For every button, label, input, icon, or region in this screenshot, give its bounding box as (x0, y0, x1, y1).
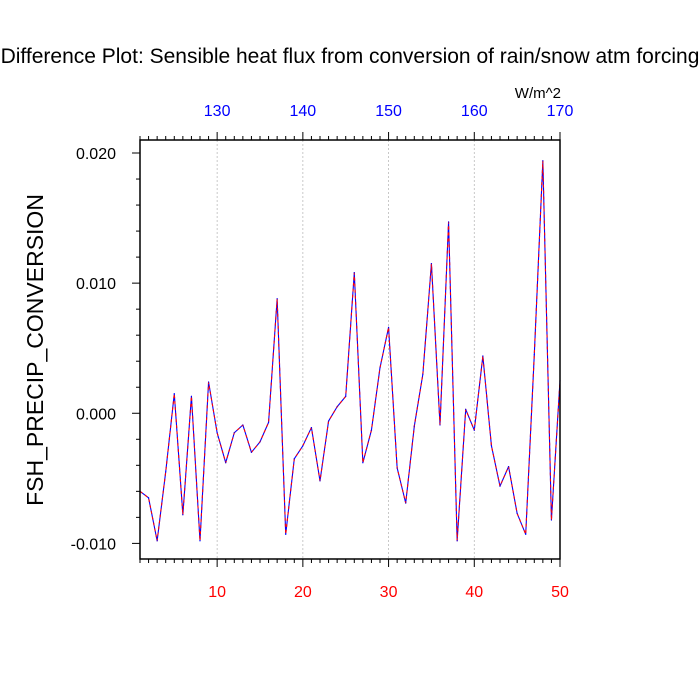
top-tick-label: 170 (547, 103, 574, 120)
data-point (327, 420, 330, 422)
x-tick-label: 20 (294, 584, 312, 601)
data-point (482, 355, 484, 357)
data-point (285, 533, 287, 535)
data-point (207, 381, 210, 383)
data-point (242, 424, 244, 426)
data-point (310, 426, 313, 429)
data-point (319, 480, 321, 482)
data-point (173, 393, 175, 395)
data-point (293, 458, 295, 460)
data-point (430, 263, 433, 265)
data-point (387, 326, 390, 328)
data-point (302, 445, 304, 447)
data-point (216, 432, 218, 434)
data-point (233, 432, 235, 434)
data-point (276, 298, 278, 300)
data-point (456, 540, 458, 542)
data-point (182, 514, 184, 516)
data-point (190, 395, 193, 397)
series-line-dashed (139, 160, 561, 542)
top-axis-units: W/m^2 (515, 85, 561, 102)
data-point (396, 467, 398, 469)
data-point (516, 512, 518, 515)
data-point (345, 395, 347, 397)
y-tick-label: -0.010 (71, 536, 116, 553)
data-point (499, 485, 501, 487)
data-point (199, 540, 201, 542)
y-tick-label: 0.000 (76, 406, 116, 423)
y-tick-label: 0.020 (76, 146, 116, 163)
gridlines (216, 140, 561, 559)
top-tick-label: 130 (204, 103, 231, 120)
data-point (362, 462, 364, 464)
x-tick-label: 30 (380, 584, 398, 601)
data-point (156, 540, 158, 542)
data-point (353, 272, 355, 274)
data-point (422, 373, 424, 375)
chart-title: Difference Plot: Sensible heat flux from… (1, 45, 700, 68)
top-tick-label: 150 (375, 103, 402, 120)
top-tick-label: 140 (290, 103, 317, 120)
data-point (473, 429, 475, 431)
data-point (225, 462, 227, 464)
data-point (379, 367, 381, 369)
data-point (336, 406, 338, 408)
data-point (550, 519, 553, 521)
data-point (147, 497, 150, 499)
data-point (439, 424, 441, 426)
top-tick-label: 160 (461, 103, 488, 120)
x-tick-label: 10 (208, 584, 226, 601)
plot-frame (139, 139, 561, 560)
data-point (542, 160, 544, 162)
data-point (267, 421, 270, 423)
y-tick-label: 0.010 (76, 276, 116, 293)
data-point (259, 441, 261, 443)
data-point (165, 471, 167, 473)
data-point (447, 221, 450, 223)
series-group (139, 160, 561, 542)
data-point (533, 354, 535, 356)
x-tick-label: 40 (465, 584, 483, 601)
axes: 10 20 30 40 50 130 140 150 160 170 -0.010 0.000 0.01… (71, 103, 574, 601)
data-point (250, 451, 253, 453)
data-point (490, 445, 493, 447)
data-point (413, 425, 415, 427)
data-point (370, 429, 373, 431)
data-point (405, 502, 407, 504)
y-axis-label: FSH_PRECIP_CONVERSION (22, 194, 48, 506)
data-point (507, 466, 510, 468)
x-tick-label: 50 (551, 584, 569, 601)
data-point (465, 408, 467, 410)
data-point (525, 533, 527, 535)
